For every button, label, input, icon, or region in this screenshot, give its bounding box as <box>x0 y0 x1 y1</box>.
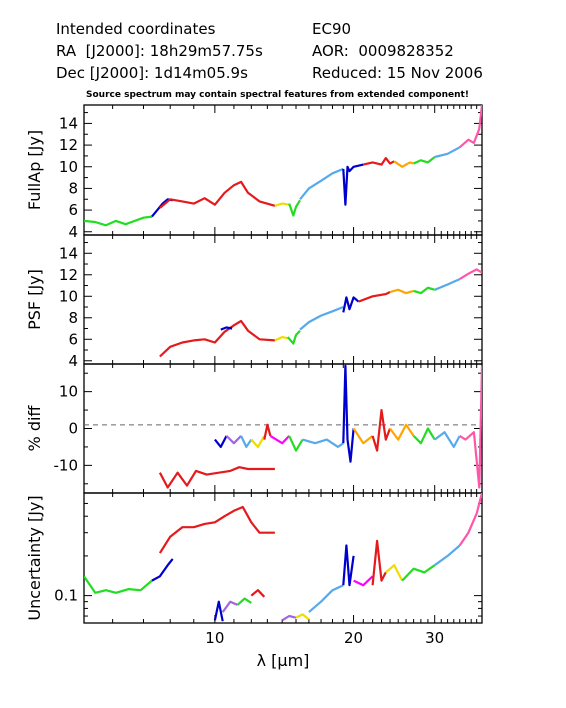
header-intended-coords: Intended coordinates <box>56 20 216 38</box>
header-object-name: EC90 <box>312 20 352 38</box>
panel-4-series-4 <box>213 600 224 622</box>
panel-2-series-2 <box>220 326 233 331</box>
header-reduced-date: Reduced: 15 Nov 2006 <box>312 64 483 82</box>
panel-2-series-9 <box>413 286 436 295</box>
panel-1-series-9 <box>393 160 414 168</box>
y-tick-label: 6 <box>68 330 78 348</box>
y-tick-label: 12 <box>59 136 78 154</box>
y-tick-label: 10 <box>59 383 78 401</box>
panel-3-series-4 <box>240 435 253 448</box>
y-tick-label: 8 <box>68 179 78 197</box>
panel-3-series-12 <box>371 409 392 452</box>
panel-4-series-7 <box>250 589 266 598</box>
panel-3-series-13 <box>389 423 415 441</box>
panel-1-series-1 <box>84 215 153 227</box>
x-axis-label: λ [μm] <box>257 651 310 670</box>
x-tick-label: 20 <box>344 629 363 647</box>
x-tick-label: 10 <box>205 629 224 647</box>
panel-1-series-11 <box>434 146 461 159</box>
panel-3-series-14 <box>412 427 436 445</box>
panel-3-series-1 <box>158 466 275 489</box>
panel-1-ylabel: FullAp [Jy] <box>25 130 44 210</box>
panel-3-series-9 <box>302 438 344 448</box>
y-tick-label: 8 <box>68 309 78 327</box>
panel-4-series-15 <box>401 564 436 582</box>
header-dec: Dec [J2000]: 1d14m05.9s <box>56 64 248 82</box>
panel-4-series-2 <box>151 558 174 582</box>
panel-3-series-2 <box>214 435 228 448</box>
panel-3-series-11 <box>352 427 374 445</box>
header-ra: RA [J2000]: 18h29m57.75s <box>56 42 263 60</box>
panel-2-series-4 <box>286 329 301 345</box>
panel-1-series-12 <box>458 105 482 149</box>
panel-2-series-3 <box>274 336 289 342</box>
panel-3-series-7 <box>269 434 290 445</box>
y-tick-label: -10 <box>54 456 79 474</box>
panel-1-frame <box>83 104 483 236</box>
panel-3-series-5 <box>250 435 266 448</box>
panel-4-series-16 <box>434 544 461 567</box>
y-tick-label: 12 <box>59 266 78 284</box>
panel-3-series-16 <box>459 365 482 489</box>
panel-1-series-2 <box>151 198 173 218</box>
panel-1-series-8 <box>363 157 395 166</box>
panel-4-frame <box>83 492 483 624</box>
panel-4-series-5 <box>221 600 238 613</box>
panel-1-series-4 <box>274 202 290 207</box>
y-tick-label: 14 <box>59 114 78 132</box>
panel-4-series-3 <box>158 505 275 554</box>
panel-3-series-10 <box>342 364 355 463</box>
panel-3-series-8 <box>288 435 304 452</box>
panel-4-series-8 <box>281 614 297 622</box>
panel-1-series-6 <box>299 167 344 200</box>
panel-2-series-11 <box>459 268 482 281</box>
panel-2-series-6 <box>342 296 360 313</box>
y-tick-label: 0 <box>68 420 78 438</box>
warning-note: Source spectrum may contain spectral fea… <box>86 90 469 100</box>
panel-3-frame <box>83 363 483 494</box>
panel-4-series-17 <box>458 493 482 547</box>
panel-3-series-3 <box>225 435 242 445</box>
panel-4-series-1 <box>84 575 153 594</box>
panel-4-ylabel: Uncertainty [Jy] <box>25 495 44 620</box>
panel-3-series-6 <box>263 423 272 440</box>
header-aor: AOR: 0009828352 <box>312 42 454 60</box>
panel-2-series-5 <box>299 305 344 331</box>
y-tick-label: 4 <box>68 352 78 370</box>
y-tick-label: 10 <box>59 158 78 176</box>
panel-4-series-13 <box>371 539 387 586</box>
y-tick-label: 4 <box>68 223 78 241</box>
panel-4-series-9 <box>295 613 310 621</box>
panel-4-series-14 <box>385 564 404 582</box>
panel-2-series-8 <box>389 288 414 295</box>
panel-4-series-10 <box>308 584 344 613</box>
panel-4-series-11 <box>342 544 355 587</box>
x-tick-label: 30 <box>425 629 444 647</box>
panel-1-series-5 <box>288 199 301 217</box>
y-tick-label: 6 <box>68 201 78 219</box>
panel-4-series-12 <box>353 575 374 587</box>
panel-4-series-6 <box>236 597 252 606</box>
panel-2-series-1 <box>159 319 275 358</box>
panel-2-frame <box>83 234 483 365</box>
panel-2-series-10 <box>434 278 461 291</box>
panel-1-series-3 <box>159 180 276 209</box>
panel-3-ylabel: % diff <box>25 405 44 452</box>
y-tick-label: 0.1 <box>54 587 78 605</box>
y-tick-label: 14 <box>59 244 78 262</box>
panel-3-series-15 <box>434 431 461 448</box>
panel-1-series-10 <box>413 156 436 165</box>
panel-2-series-7 <box>358 291 391 303</box>
panel-2-ylabel: PSF [Jy] <box>25 269 44 330</box>
y-tick-label: 10 <box>59 287 78 305</box>
panel-1-series-7 <box>342 163 364 206</box>
